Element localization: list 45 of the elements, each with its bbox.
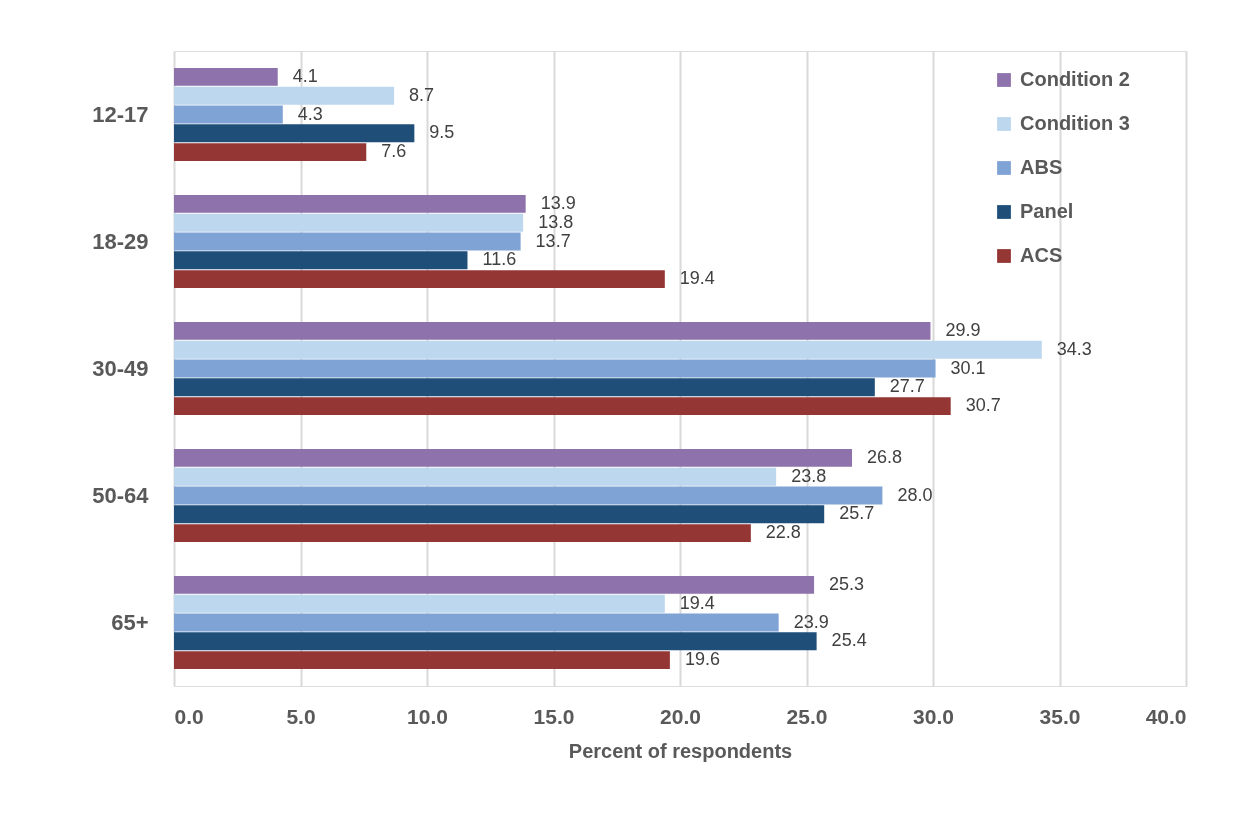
data-label: 9.5	[429, 122, 455, 143]
legend-label: ACS	[1020, 244, 1063, 266]
x-axis-title: Percent of respondents	[568, 739, 793, 762]
x-tick-label: 30.0	[913, 704, 954, 728]
data-label: 13.7	[535, 230, 571, 251]
x-tick-label: 20.0	[660, 704, 701, 728]
x-tick-label: 15.0	[533, 704, 575, 728]
data-label: 30.1	[950, 357, 986, 378]
y-tick-label: 30-49	[92, 355, 149, 381]
y-tick-label: 50-64	[92, 482, 150, 508]
legend-label: Panel	[1020, 200, 1074, 222]
legend-label: Condition 3	[1020, 112, 1130, 134]
data-label: 13.8	[538, 211, 574, 232]
y-tick-label: 65+	[111, 609, 149, 635]
data-label: 25.4	[831, 630, 867, 651]
y-tick-label: 18-29	[92, 228, 149, 254]
x-tick-label: 25.0	[786, 704, 828, 728]
data-label: 11.6	[482, 249, 517, 270]
x-tick-label: 10.0	[407, 704, 448, 728]
data-label: 7.6	[381, 141, 407, 162]
data-label: 28.0	[897, 484, 933, 505]
data-label: 19.6	[684, 649, 720, 670]
legend-label: Condition 2	[1020, 68, 1130, 90]
data-label: 4.3	[297, 103, 323, 124]
data-label: 22.8	[765, 522, 801, 543]
data-label: 19.4	[679, 268, 715, 289]
legend-label: ABS	[1020, 156, 1063, 178]
data-label: 23.8	[791, 465, 827, 486]
x-tick-label: 35.0	[1039, 704, 1081, 728]
data-label: 25.7	[839, 503, 875, 524]
data-label: 19.4	[679, 592, 715, 613]
data-label: 13.9	[540, 192, 576, 213]
data-label: 23.9	[793, 611, 829, 632]
data-label: 8.7	[409, 84, 435, 105]
x-tick-label: 0.0	[174, 704, 204, 728]
x-tick-label: 5.0	[286, 704, 316, 728]
data-label: 26.8	[867, 446, 903, 467]
y-tick-label: 12-17	[92, 101, 149, 127]
data-label: 34.3	[1056, 338, 1092, 359]
x-tick-label: 40.0	[1145, 704, 1187, 728]
data-label: 30.7	[965, 395, 1001, 416]
data-label: 29.9	[945, 319, 981, 340]
data-label: 25.3	[829, 573, 865, 594]
data-label: 27.7	[889, 376, 925, 397]
data-label: 4.1	[292, 65, 318, 86]
